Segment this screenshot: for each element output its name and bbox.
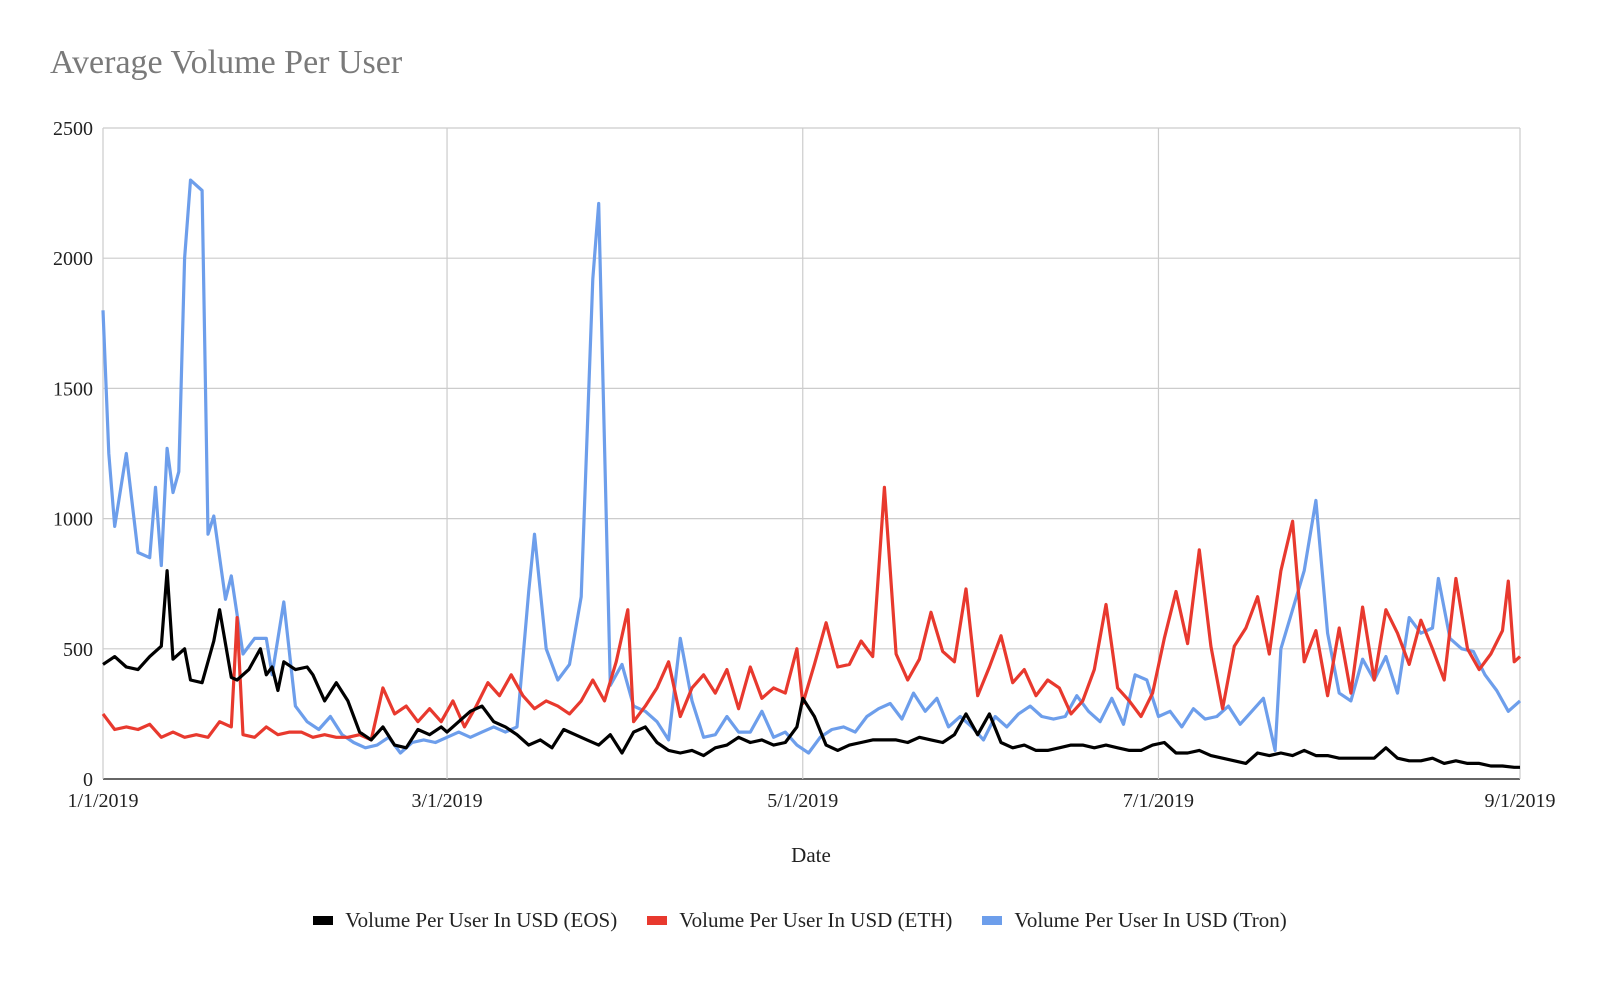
legend-label-tron: Volume Per User In USD (Tron) bbox=[1014, 908, 1287, 932]
x-tick-label: 9/1/2019 bbox=[1484, 790, 1555, 812]
legend-swatch-eth bbox=[647, 916, 668, 925]
legend-item-tron[interactable]: Volume Per User In USD (Tron) bbox=[982, 908, 1287, 933]
legend-label-eos: Volume Per User In USD (EOS) bbox=[345, 908, 618, 932]
legend-item-eos[interactable]: Volume Per User In USD (EOS) bbox=[313, 908, 617, 933]
y-tick-label: 500 bbox=[63, 639, 93, 661]
x-tick-label: 3/1/2019 bbox=[411, 790, 482, 812]
series-line-tron bbox=[101, 178, 1522, 755]
legend-item-eth[interactable]: Volume Per User In USD (ETH) bbox=[647, 908, 952, 933]
y-tick-label: 1500 bbox=[53, 378, 93, 400]
series-line-eth bbox=[101, 485, 1522, 742]
y-tick-label: 1000 bbox=[53, 509, 93, 531]
y-tick-label: 2500 bbox=[53, 118, 93, 140]
legend-swatch-tron bbox=[982, 916, 1003, 925]
x-tick-label: 7/1/2019 bbox=[1123, 790, 1194, 812]
chart-title: Average Volume Per User bbox=[50, 44, 403, 81]
x-tick-label: 1/1/2019 bbox=[67, 790, 138, 812]
chart-legend: Volume Per User In USD (EOS) Volume Per … bbox=[0, 908, 1600, 933]
x-axis-ticks: 1/1/2019 3/1/2019 5/1/2019 7/1/2019 9/1/2019 bbox=[67, 790, 1555, 812]
series-lines bbox=[101, 178, 1522, 769]
legend-label-eth: Volume Per User In USD (ETH) bbox=[679, 908, 953, 932]
y-axis-ticks: 0 500 1000 1500 2000 2500 bbox=[53, 118, 93, 791]
series-line-eos bbox=[102, 569, 1520, 769]
x-axis-label: Date bbox=[791, 843, 831, 867]
legend-swatch-eos bbox=[313, 916, 334, 925]
y-tick-label: 0 bbox=[83, 769, 93, 791]
x-tick-label: 5/1/2019 bbox=[767, 790, 838, 812]
y-tick-label: 2000 bbox=[53, 248, 93, 270]
